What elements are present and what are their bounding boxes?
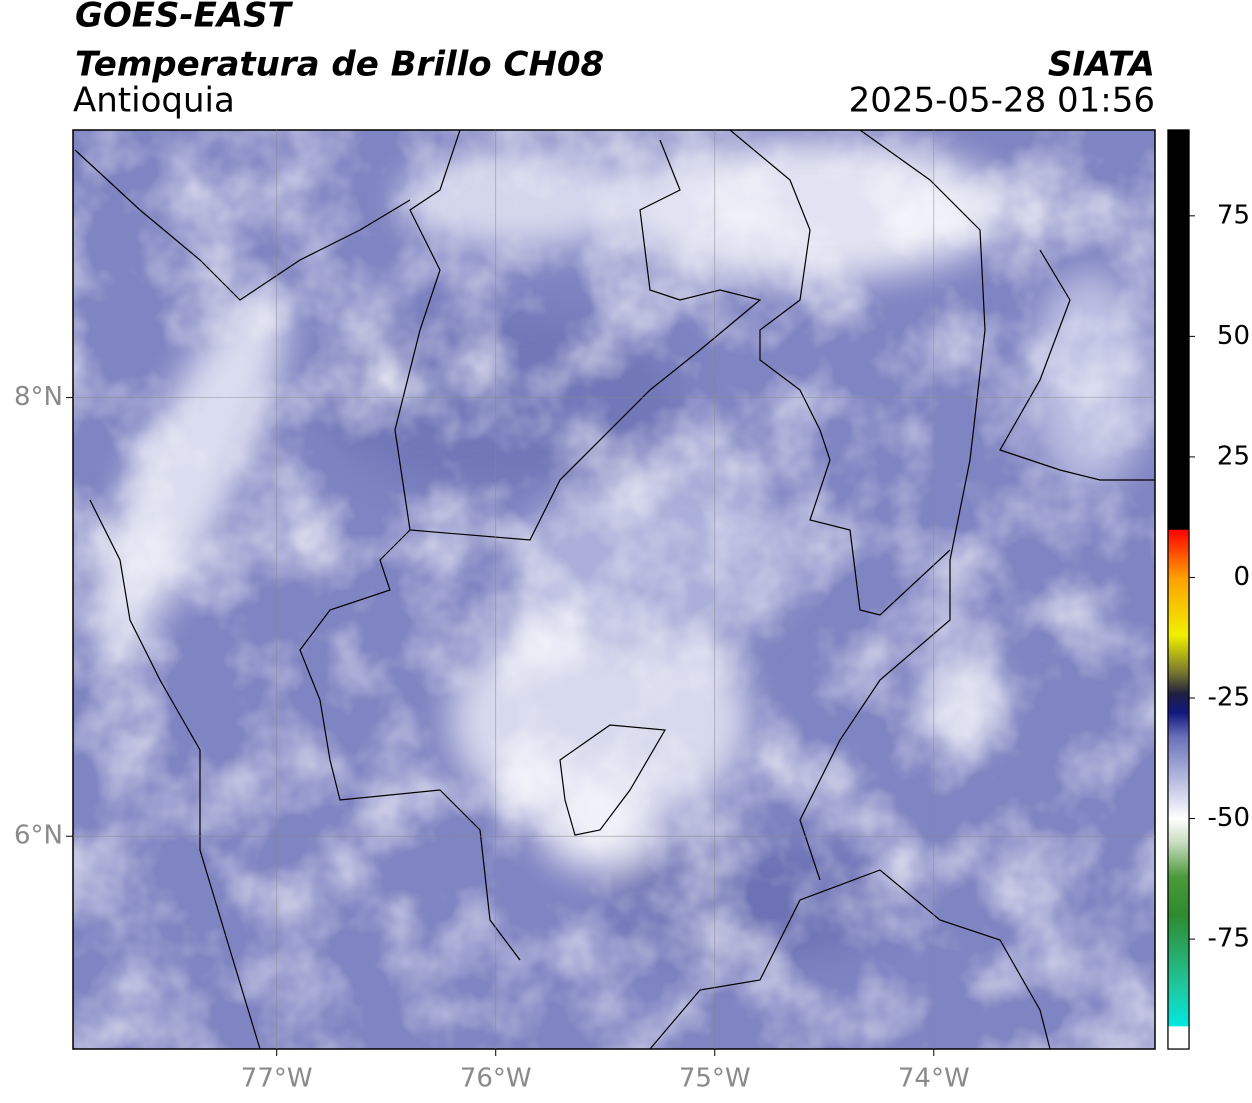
colorbar-label: 0 (1233, 562, 1250, 592)
map-frame (72, 129, 1156, 1050)
colorbar-segment (1168, 693, 1189, 713)
colorbar-segment (1168, 1025, 1189, 1050)
colorbar-label: 25 (1217, 441, 1250, 471)
satellite-image (73, 130, 1155, 1049)
colorbar-segment (1168, 914, 1189, 988)
colorbar-label: -25 (1208, 682, 1250, 712)
region: Antioquia (73, 81, 235, 121)
x-tick-label: 77°W (241, 1064, 313, 1094)
datetime: 2025-05-28 01:56 (849, 81, 1155, 121)
borders (74, 130, 1155, 1049)
y-tick-label: 8°N (14, 382, 63, 412)
title: GOES-EAST (75, 0, 294, 36)
y-tick-label: 6°N (14, 821, 63, 851)
colorbar-segment (1168, 712, 1189, 738)
colorbar-segment (1168, 529, 1189, 540)
colorbar-segment (1168, 577, 1189, 636)
x-tick-label: 74°W (898, 1064, 970, 1094)
colorbar-segment (1168, 673, 1189, 694)
colorbar-segment (1168, 987, 1189, 1027)
colorbar-segment (1168, 130, 1189, 530)
subtitle: Temperatura de Brillo CH08 (75, 45, 604, 85)
colorbar-label: 50 (1217, 321, 1250, 351)
colorbar-segment (1168, 538, 1189, 578)
colorbar-segment (1168, 779, 1189, 820)
colorbar-label: -50 (1208, 803, 1250, 833)
colorbar-segment (1168, 876, 1189, 916)
colorbar-segment (1168, 635, 1189, 675)
source: SIATA (1048, 45, 1155, 85)
colorbar-segment (1168, 842, 1189, 877)
x-tick-label: 76°W (460, 1064, 532, 1094)
colorbar-segment (1168, 736, 1189, 781)
colorbar-segment (1168, 818, 1189, 844)
colorbar-label: -75 (1208, 924, 1250, 954)
colorbar-outline (1167, 129, 1190, 1050)
x-tick-label: 75°W (679, 1064, 751, 1094)
colorbar-label: 75 (1217, 200, 1250, 230)
